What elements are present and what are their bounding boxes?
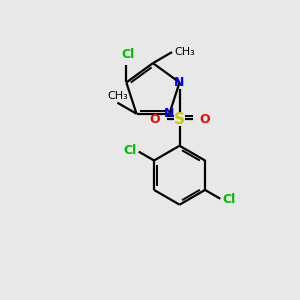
Text: N: N <box>164 107 175 120</box>
Text: Cl: Cl <box>124 144 137 157</box>
Text: Cl: Cl <box>121 48 134 61</box>
Text: O: O <box>199 113 210 126</box>
Text: CH₃: CH₃ <box>107 91 128 101</box>
Text: Cl: Cl <box>222 194 236 206</box>
Text: N: N <box>174 76 185 89</box>
Text: CH₃: CH₃ <box>174 47 195 57</box>
Text: O: O <box>149 113 160 126</box>
Text: S: S <box>174 112 185 127</box>
